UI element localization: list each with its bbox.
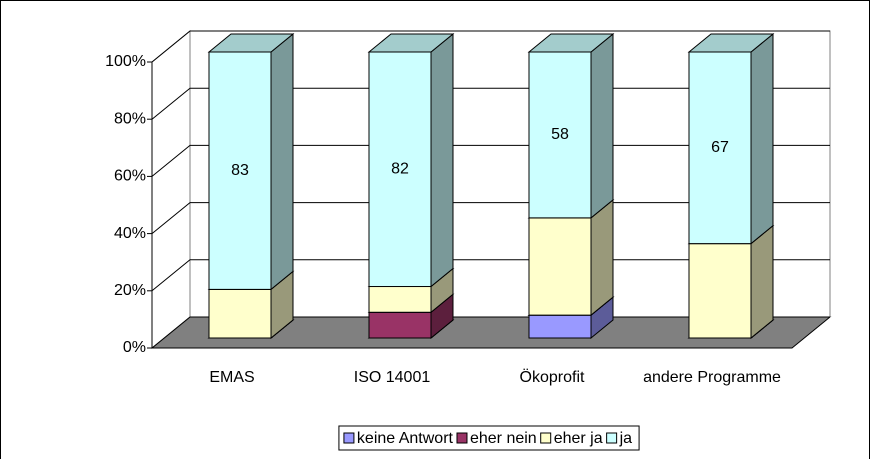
x-tick-label: andere Programme <box>643 369 781 386</box>
bar-segment <box>528 314 592 339</box>
grid-line <box>151 30 830 63</box>
bar-segment <box>528 51 592 219</box>
bar-segment <box>368 311 432 339</box>
bar-side <box>590 32 614 219</box>
data-label: 82 <box>391 160 409 177</box>
grid-line <box>151 202 830 234</box>
bar-segment <box>368 286 432 313</box>
legend-box <box>338 425 640 451</box>
bar-top <box>687 33 775 53</box>
y-tick-label: 80% <box>114 110 146 127</box>
bar-top <box>207 33 295 53</box>
side-wall <box>151 29 191 350</box>
data-label: 83 <box>231 162 249 179</box>
y-tick-label: 60% <box>114 168 146 185</box>
grid-line <box>151 87 830 120</box>
x-tick-label: Ökoprofit <box>520 368 585 386</box>
bar-side <box>590 198 614 317</box>
data-label: 58 <box>551 126 569 143</box>
bar-segment <box>368 51 432 288</box>
bar-top <box>367 33 455 53</box>
bar-segment <box>688 51 752 245</box>
legend-label: keine Antwort <box>357 430 454 447</box>
x-tick-label: ISO 14001 <box>354 369 431 386</box>
legend-swatch <box>540 432 552 444</box>
legend-swatch <box>606 432 618 444</box>
legend: keine Antwort eher nein eher ja ja <box>338 425 640 451</box>
legend-label: eher nein <box>470 430 537 447</box>
grid-line <box>151 259 830 292</box>
grid-line <box>151 144 830 177</box>
y-tick-label: 100% <box>105 53 146 70</box>
bar-segment <box>528 217 592 316</box>
data-label: 67 <box>711 139 729 156</box>
bar-side <box>430 32 454 288</box>
bar-side <box>750 224 774 340</box>
x-tick-label: EMAS <box>209 369 254 386</box>
bar-side <box>270 32 294 291</box>
bar-segment <box>208 51 272 290</box>
bar-side <box>750 32 774 245</box>
y-tick-label: 0% <box>123 339 146 356</box>
bar-top <box>527 33 615 53</box>
legend-label: ja <box>619 430 633 447</box>
bar-segment <box>208 288 272 339</box>
y-tick-label: 20% <box>114 282 146 299</box>
grid-line <box>151 316 830 349</box>
y-tick-label: 40% <box>114 225 146 242</box>
bar-segment <box>688 243 752 339</box>
legend-swatch <box>343 432 355 444</box>
legend-label: eher ja <box>554 430 603 447</box>
legend-swatch <box>456 432 468 444</box>
